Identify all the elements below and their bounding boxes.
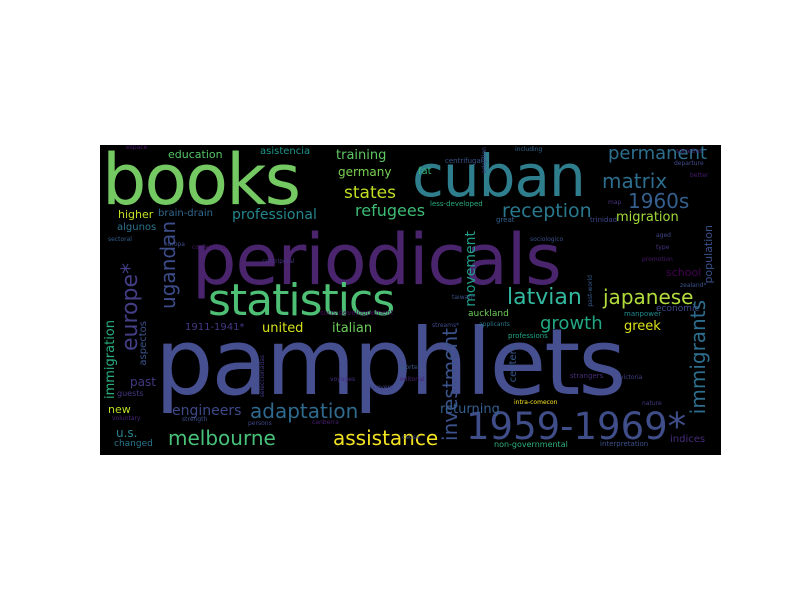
word-reception: reception: [502, 200, 592, 222]
word-aspectos: aspectos: [138, 321, 149, 366]
word-voyages: voyages: [330, 376, 356, 383]
word-centers: centers: [508, 345, 519, 383]
word-population: population: [702, 225, 715, 284]
word-asistencia: asistencia: [260, 146, 311, 157]
word-manpower: manpower: [624, 310, 662, 318]
word-training: training: [336, 148, 387, 163]
word-1960s: 1960s: [628, 189, 690, 213]
word-aporte: aporte: [398, 364, 418, 371]
word-guests: guests: [117, 389, 144, 398]
word-societies: societies: [676, 148, 703, 155]
word-periodicals: periodicals: [192, 219, 562, 301]
word-adaptation: adaptation: [250, 399, 359, 423]
word-auckland: auckland: [468, 309, 509, 319]
word-changed: changed: [114, 439, 153, 449]
word-non-governmental: non-governmental: [494, 440, 568, 449]
word-permanent: permanent: [608, 145, 708, 164]
word-sectoral: sectoral: [108, 236, 132, 243]
word-states: states: [344, 183, 396, 203]
word-lawyers: lawyers: [370, 384, 394, 391]
word-italian: italian: [332, 321, 373, 336]
word-migration: migration: [616, 210, 679, 225]
word-professions: professions: [508, 332, 548, 340]
word-school: school: [666, 266, 702, 279]
word-algunos: algunos: [117, 222, 157, 233]
word-ugandan: ugandan: [156, 221, 180, 309]
word-melbourne: melbourne: [168, 426, 276, 450]
word-espace: espace: [126, 145, 148, 151]
word-cuban: cuban: [412, 145, 586, 210]
word-matrix: matrix: [602, 169, 668, 193]
word-promotion: promotion: [642, 256, 673, 263]
word-germany: germany: [338, 165, 392, 179]
word-zealand: zealand*: [680, 282, 707, 289]
word-better: better: [690, 172, 709, 179]
word-brain-drain: brain-drain: [158, 208, 214, 219]
word-engineers: engineers: [172, 403, 242, 419]
word-persons: persons: [248, 420, 272, 427]
word-centripetal: centripetal: [262, 258, 295, 265]
word-pamphlets: pamphlets: [155, 309, 626, 416]
word-trinidad: trinidad: [590, 216, 618, 224]
word-great: great: [496, 216, 515, 224]
word-fat: fat: [418, 166, 432, 177]
word-conference: conference: [192, 244, 226, 251]
word-u-s: u.s.: [116, 426, 138, 440]
word-immigration: immigration: [103, 320, 118, 400]
word-1911-1941: 1911-1941*: [185, 322, 245, 333]
word-latvian: latvian: [507, 285, 582, 310]
word-past: past: [130, 375, 156, 389]
word-education: education: [168, 148, 223, 161]
word-sous-developpement: sous-developpement: [320, 309, 394, 317]
word-adoption: adoption: [481, 147, 488, 174]
word-applicants: applicants: [479, 321, 510, 328]
word-immigrants: immigrants: [686, 300, 710, 415]
word-type: type: [656, 244, 670, 251]
word-professional: professional: [232, 207, 317, 223]
word-nature: nature: [642, 400, 662, 407]
word-refugees: refugees: [355, 201, 426, 220]
word-economic: economic: [656, 304, 700, 314]
word-aged: aged: [656, 232, 671, 239]
word-centrifugal: centrifugal: [445, 157, 483, 165]
word-interpretation: interpretation: [600, 440, 649, 448]
word-greek: greek: [624, 319, 661, 334]
word-taiwan: taiwan*: [452, 294, 476, 301]
word-1959-1969: 1959-1969*: [466, 405, 687, 448]
word-europa: europa: [164, 241, 185, 248]
word-strangers: strangers: [570, 372, 604, 380]
word-cause: cause: [402, 434, 420, 441]
word-cloud: pamphlets periodicals books cuban statis…: [100, 145, 721, 455]
word-intra-comecon: intra-comecon: [514, 399, 558, 406]
word-new: new: [108, 403, 131, 416]
word-sociologico: sociologico: [530, 236, 564, 243]
word-past-world: past-world: [587, 275, 594, 307]
word-seleccionadas: seleccionadas: [259, 355, 266, 398]
word-victoria: victoria: [620, 374, 643, 381]
word-united: united: [262, 321, 304, 336]
word-strength: strength: [182, 416, 208, 423]
word-growth: growth: [540, 313, 603, 334]
word-investment: investment: [438, 328, 462, 441]
word-editorial: editorial: [400, 376, 425, 383]
word-voluntary: voluntary: [112, 415, 141, 422]
word-map: map: [608, 199, 622, 206]
word-indices: indices: [670, 434, 706, 445]
word-higher: higher: [118, 208, 154, 221]
word-japanese: japanese: [603, 285, 694, 309]
word-statistics: statistics: [208, 275, 395, 326]
word-returning: returning: [440, 402, 500, 417]
word-departure: departure: [674, 160, 704, 167]
word-canberra: canberra: [312, 419, 339, 426]
word-streams: streams*: [432, 322, 460, 329]
word-including: including: [515, 146, 543, 153]
word-books: books: [102, 145, 301, 221]
word-assistance: assistance: [333, 426, 439, 450]
word-less-developed: less-developed: [430, 200, 483, 208]
